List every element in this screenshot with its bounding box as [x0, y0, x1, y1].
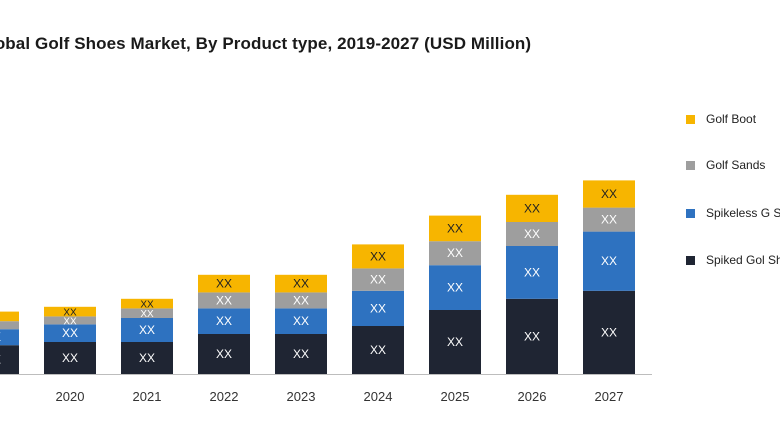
bar-spikeless-golf-shoes-2021 [121, 318, 173, 342]
legend-swatch [686, 256, 695, 265]
legend-label: Golf Sands [706, 158, 766, 172]
data-label-spiked-golf-shoes-2020: XX [62, 351, 78, 365]
data-label-golf-boot-2023: XX [293, 277, 309, 291]
data-label-spiked-golf-shoes-2027: XX [601, 325, 617, 339]
x-tick-label-2026: 2026 [518, 389, 547, 404]
data-label-spikeless-golf-shoes-2027: XX [601, 254, 617, 268]
x-tick-label-2023: 2023 [287, 389, 316, 404]
data-label-golf-boot-2024: XX [370, 249, 386, 263]
data-label-spikeless-golf-shoes-2023: XX [293, 314, 309, 328]
data-label-spikeless-golf-shoes-2026: XX [524, 265, 540, 279]
data-label-golf-boot-2022: XX [216, 277, 232, 291]
bar-spiked-golf-shoes-2026 [506, 298, 558, 374]
bar-spiked-golf-shoes-2025 [429, 310, 481, 374]
bar-golf-boot-2024 [352, 244, 404, 269]
data-label-golf-sandals-2022: XX [216, 293, 232, 307]
bar-golf-boot-2027 [583, 180, 635, 208]
data-label-spiked-golf-shoes-2023: XX [293, 347, 309, 361]
x-tick-label-2027: 2027 [595, 389, 624, 404]
data-label-spiked-golf-shoes-2019: XX [0, 353, 1, 367]
legend-label: Spikeless G Shoes [706, 206, 780, 220]
data-label-spikeless-golf-shoes-2021: XX [139, 323, 155, 337]
bar-spiked-golf-shoes-2020 [44, 342, 96, 374]
data-label-spikeless-golf-shoes-2025: XX [447, 281, 463, 295]
data-label-golf-boot-2027: XX [601, 187, 617, 201]
data-label-golf-sandals-2026: XX [524, 227, 540, 241]
x-tick-label-2024: 2024 [364, 389, 393, 404]
legend-label: Golf Boot [706, 112, 757, 126]
data-label-golf-sandals-2025: XX [447, 246, 463, 260]
data-label-spiked-golf-shoes-2021: XX [139, 351, 155, 365]
bar-spikeless-golf-shoes-2019 [0, 329, 19, 346]
data-label-golf-boot-2021: XX [140, 300, 154, 311]
data-label-spikeless-golf-shoes-2019: XX [0, 330, 1, 344]
data-label-golf-sandals-2027: XX [601, 213, 617, 227]
data-label-spikeless-golf-shoes-2020: XX [62, 326, 78, 340]
bar-golf-boot-2022 [198, 274, 250, 293]
bar-spikeless-golf-shoes-2020 [44, 324, 96, 342]
data-label-spiked-golf-shoes-2025: XX [447, 335, 463, 349]
bar-spikeless-golf-shoes-2022 [198, 308, 250, 334]
bar-spiked-golf-shoes-2027 [583, 290, 635, 374]
data-label-golf-sandals-2023: XX [293, 293, 309, 307]
bar-golf-sandals-2021 [121, 308, 173, 318]
x-tick-label-2022: 2022 [210, 389, 239, 404]
bar-golf-sandals-2019 [0, 321, 19, 330]
data-label-spikeless-golf-shoes-2024: XX [370, 301, 386, 315]
bar-spiked-golf-shoes-2024 [352, 326, 404, 374]
bar-golf-boot-2019 [0, 311, 19, 322]
bar-golf-sandals-2023 [275, 292, 327, 309]
bar-golf-sandals-2025 [429, 241, 481, 266]
bar-spikeless-golf-shoes-2023 [275, 308, 327, 334]
x-tick-label-2021: 2021 [133, 389, 162, 404]
legend-swatch [686, 115, 695, 124]
bar-spiked-golf-shoes-2021 [121, 342, 173, 374]
data-label-spikeless-golf-shoes-2022: XX [216, 314, 232, 328]
bar-spiked-golf-shoes-2022 [198, 334, 250, 374]
data-label-spiked-golf-shoes-2024: XX [370, 343, 386, 357]
bar-golf-boot-2026 [506, 194, 558, 222]
bar-spiked-golf-shoes-2023 [275, 334, 327, 374]
bar-golf-sandals-2024 [352, 268, 404, 291]
bar-golf-boot-2021 [121, 298, 173, 309]
bar-spikeless-golf-shoes-2026 [506, 246, 558, 299]
x-tick-label-2020: 2020 [56, 389, 85, 404]
bar-spikeless-golf-shoes-2025 [429, 265, 481, 310]
data-label-spiked-golf-shoes-2026: XX [524, 329, 540, 343]
legend-swatch [686, 209, 695, 218]
data-label-golf-sandals-2021: XX [140, 309, 154, 320]
bar-spikeless-golf-shoes-2027 [583, 231, 635, 291]
bar-golf-boot-2023 [275, 274, 327, 293]
bar-golf-sandals-2026 [506, 222, 558, 246]
data-label-spiked-golf-shoes-2022: XX [216, 347, 232, 361]
bar-golf-boot-2020 [44, 306, 96, 317]
bar-spikeless-golf-shoes-2024 [352, 290, 404, 326]
data-label-golf-sandals-2020: XX [63, 316, 77, 327]
x-tick-label-2025: 2025 [441, 389, 470, 404]
legend-swatch [686, 161, 695, 170]
data-label-golf-sandals-2024: XX [370, 273, 386, 287]
bar-spiked-golf-shoes-2019 [0, 345, 19, 374]
legend-label: Spiked Gol Shoes [706, 253, 780, 267]
bar-golf-sandals-2027 [583, 207, 635, 232]
data-label-golf-boot-2026: XX [524, 201, 540, 215]
data-label-golf-boot-2020: XX [63, 308, 77, 319]
data-label-golf-boot-2025: XX [447, 221, 463, 235]
bar-golf-sandals-2022 [198, 292, 250, 309]
bar-golf-boot-2025 [429, 215, 481, 242]
bar-golf-sandals-2020 [44, 316, 96, 325]
chart-title: lobal Golf Shoes Market, By Product type… [0, 34, 532, 53]
